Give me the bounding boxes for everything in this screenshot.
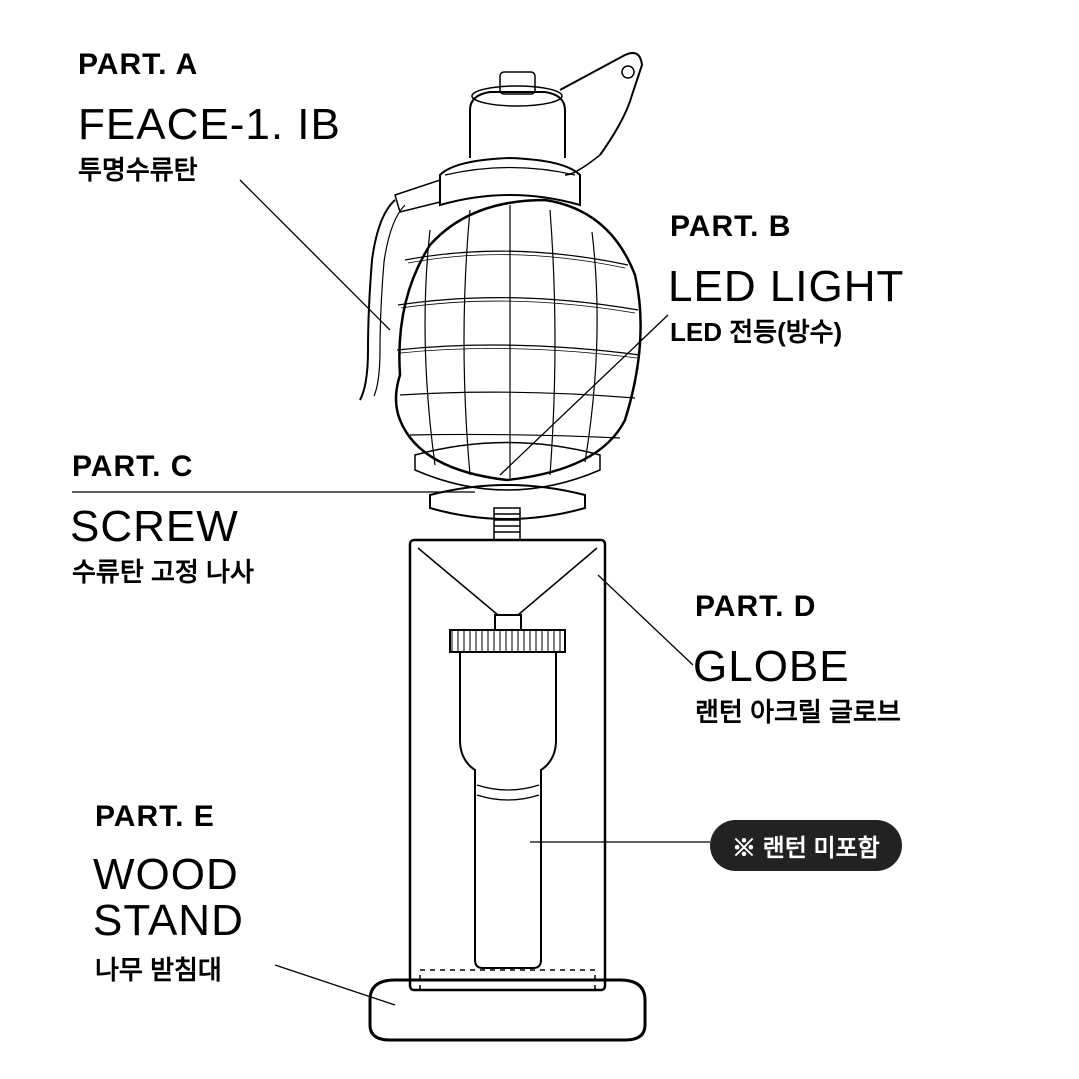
part-e-title: WOOD STAND [93,852,244,944]
part-e-sub: 나무 받침대 [95,950,222,987]
part-c-title: SCREW [70,502,239,552]
part-d-tag: PART. D [695,590,816,624]
part-c-tag: PART. C [72,450,193,484]
part-b-sub: LED 전등(방수) [670,312,842,349]
part-a-tag: PART. A [78,48,198,82]
part-e-tag: PART. E [95,800,215,834]
notice-badge: ※ 랜턴 미포함 [710,820,902,871]
part-a-sub: 투명수류탄 [78,150,198,187]
part-d-sub: 랜턴 아크릴 글로브 [695,692,901,729]
diagram-stage: PART. A FEACE-1. IB 투명수류탄 PART. B LED LI… [0,0,1079,1079]
part-b-tag: PART. B [670,210,791,244]
part-a-title: FEACE-1. IB [78,100,341,150]
part-b-title: LED LIGHT [668,262,904,312]
part-c-sub: 수류탄 고정 나사 [72,552,254,589]
part-d-title: GLOBE [693,642,850,692]
